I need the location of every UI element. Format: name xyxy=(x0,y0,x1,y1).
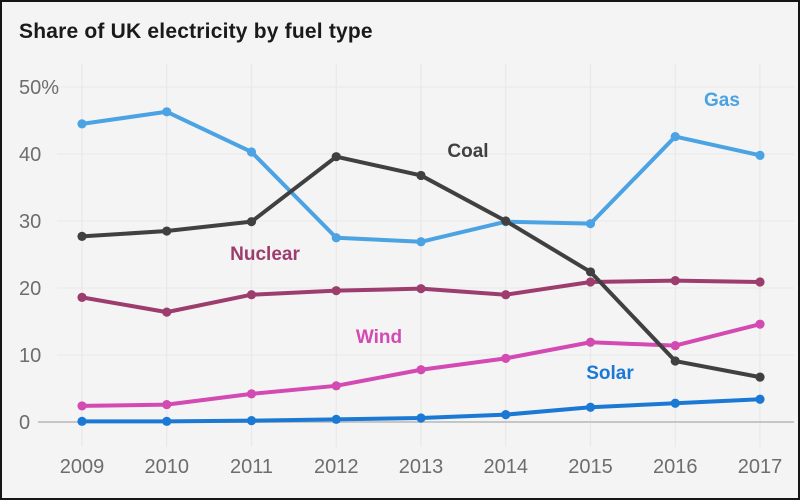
data-point-gas xyxy=(585,219,596,229)
data-point-coal xyxy=(77,231,87,242)
data-point-nuclear xyxy=(246,290,257,300)
data-point-gas xyxy=(416,237,426,247)
data-point-solar xyxy=(670,398,680,408)
data-point-solar xyxy=(416,413,426,423)
data-point-nuclear xyxy=(501,290,511,300)
data-point-solar xyxy=(501,410,511,420)
data-point-solar xyxy=(755,394,765,404)
x-axis-tick-label: 2013 xyxy=(399,456,444,478)
x-axis-tick-label: 2010 xyxy=(145,456,190,478)
data-point-wind xyxy=(331,381,341,391)
y-axis-tick-label: 30 xyxy=(19,211,41,233)
data-point-coal xyxy=(416,170,426,181)
data-point-wind xyxy=(755,319,765,329)
data-point-nuclear xyxy=(416,284,426,294)
data-point-wind xyxy=(670,341,680,351)
x-axis-tick-label: 2014 xyxy=(484,456,529,478)
data-point-wind xyxy=(246,389,257,399)
data-point-coal xyxy=(670,356,680,366)
x-axis-tick-label: 2012 xyxy=(314,456,359,478)
x-axis-tick-label: 2015 xyxy=(568,456,613,478)
data-point-nuclear xyxy=(162,307,172,317)
series-label-solar: Solar xyxy=(586,363,634,384)
x-axis-tick-label: 2016 xyxy=(653,456,698,478)
data-point-gas xyxy=(162,107,172,117)
data-point-coal xyxy=(331,152,341,162)
data-point-wind xyxy=(585,337,596,347)
series-label-gas: Gas xyxy=(704,90,740,111)
data-point-coal xyxy=(246,217,257,227)
series-label-coal: Coal xyxy=(447,141,488,162)
data-point-solar xyxy=(162,416,172,426)
data-point-coal xyxy=(585,267,596,277)
data-point-nuclear xyxy=(755,277,765,287)
series-label-nuclear: Nuclear xyxy=(230,244,300,265)
y-axis-tick-label: 0 xyxy=(19,412,30,434)
y-axis-tick-label: 20 xyxy=(19,278,41,300)
data-point-nuclear xyxy=(77,292,87,302)
data-point-coal xyxy=(755,372,765,382)
data-point-gas xyxy=(670,131,680,142)
data-point-gas xyxy=(755,150,765,160)
data-point-solar xyxy=(331,414,341,424)
x-axis-tick-label: 2017 xyxy=(738,456,783,478)
y-axis-tick-label: 50% xyxy=(19,77,59,99)
x-axis-tick-label: 2009 xyxy=(60,456,105,478)
x-axis-tick-label: 2011 xyxy=(230,456,273,478)
data-point-gas xyxy=(77,119,87,129)
data-point-wind xyxy=(162,399,172,410)
data-point-nuclear xyxy=(670,276,680,286)
data-point-solar xyxy=(77,416,87,426)
data-point-solar xyxy=(585,402,596,412)
data-point-coal xyxy=(162,226,172,236)
y-axis-tick-label: 40 xyxy=(19,144,41,166)
data-point-gas xyxy=(331,233,341,243)
data-point-wind xyxy=(501,353,511,363)
data-point-nuclear xyxy=(331,286,341,296)
data-point-gas xyxy=(246,147,257,157)
data-point-coal xyxy=(501,216,511,226)
data-point-nuclear xyxy=(585,277,596,287)
data-point-wind xyxy=(77,401,87,411)
data-point-solar xyxy=(246,416,257,426)
data-point-wind xyxy=(416,365,426,375)
chart-title: Share of UK electricity by fuel type xyxy=(19,20,373,43)
y-axis-tick-label: 10 xyxy=(19,345,41,367)
series-label-wind: Wind xyxy=(356,327,402,348)
